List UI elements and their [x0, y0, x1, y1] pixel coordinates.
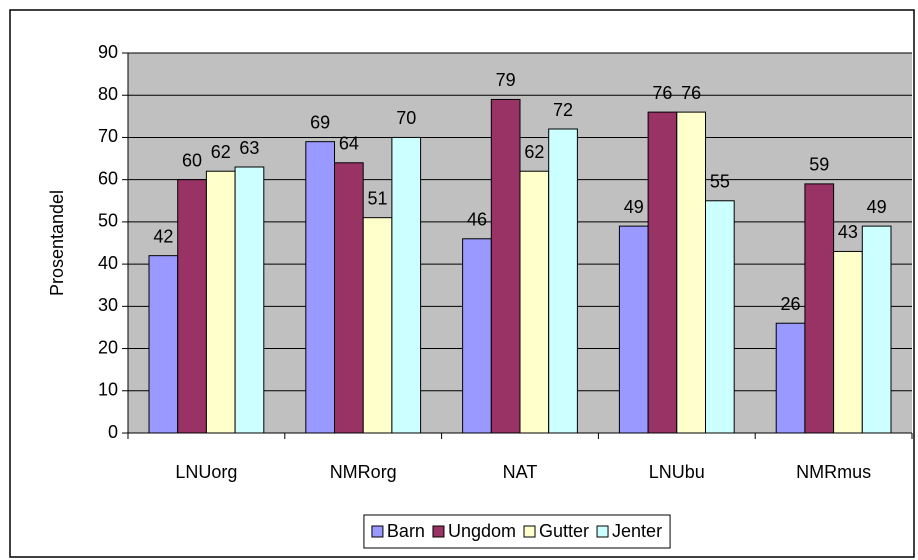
y-tick-label: 40 — [98, 253, 118, 273]
data-label: 42 — [153, 226, 173, 246]
data-label: 76 — [652, 83, 672, 103]
legend-swatch — [371, 525, 384, 538]
x-tick-label: NAT — [503, 462, 538, 482]
data-label: 46 — [467, 210, 487, 230]
y-tick-label: 90 — [98, 42, 118, 62]
data-label: 69 — [310, 112, 330, 132]
legend-label: Ungdom — [448, 521, 516, 541]
legend-label: Barn — [387, 521, 425, 541]
data-label: 70 — [396, 108, 416, 128]
bar — [205, 170, 236, 434]
bar — [833, 250, 863, 434]
data-label: 62 — [211, 142, 231, 162]
y-tick-label: 60 — [98, 168, 118, 188]
bar — [462, 238, 492, 434]
bar — [647, 111, 678, 434]
bar — [804, 183, 835, 434]
bar — [676, 111, 706, 434]
y-tick-label: 0 — [108, 422, 118, 442]
data-label: 64 — [339, 134, 359, 154]
data-label: 51 — [368, 188, 388, 208]
bar — [775, 322, 806, 434]
data-label: 26 — [781, 294, 801, 314]
bar — [234, 166, 265, 434]
y-tick-label: 20 — [98, 337, 118, 357]
legend-swatch — [523, 525, 536, 538]
y-tick-label: 80 — [98, 84, 118, 104]
data-label: 59 — [809, 155, 829, 175]
bar — [148, 255, 179, 434]
data-label: 43 — [838, 222, 858, 242]
data-label: 55 — [710, 172, 730, 192]
data-label: 76 — [681, 83, 701, 103]
bar — [490, 98, 521, 434]
x-tick-label: LNUorg — [175, 462, 237, 482]
bar — [177, 179, 207, 434]
data-label: 49 — [867, 197, 887, 217]
data-label: 79 — [496, 70, 516, 90]
data-label: 60 — [182, 150, 202, 170]
y-tick-label: 70 — [98, 126, 118, 146]
bar — [334, 162, 364, 434]
bar — [391, 136, 422, 434]
y-tick-label: 10 — [98, 380, 118, 400]
data-label: 62 — [524, 142, 544, 162]
bar — [305, 141, 336, 434]
bar — [861, 225, 892, 434]
legend-swatch — [596, 525, 609, 538]
data-label: 49 — [624, 197, 644, 217]
legend-label: Gutter — [539, 521, 589, 541]
bar — [704, 200, 735, 434]
y-axis-label: Prosentandel — [47, 190, 67, 296]
bar — [548, 128, 578, 434]
y-tick-label: 50 — [98, 211, 118, 231]
legend-label: Jenter — [612, 521, 662, 541]
bar — [618, 225, 649, 434]
x-tick-label: LNUbu — [649, 462, 705, 482]
legend-swatch — [432, 525, 445, 538]
data-label: 72 — [553, 100, 573, 120]
x-tick-label: NMRorg — [330, 462, 397, 482]
legend — [363, 514, 671, 549]
bar — [362, 217, 393, 434]
y-tick-label: 30 — [98, 295, 118, 315]
bar — [519, 170, 550, 434]
x-tick-label: NMRmus — [796, 462, 871, 482]
data-label: 63 — [239, 138, 259, 158]
